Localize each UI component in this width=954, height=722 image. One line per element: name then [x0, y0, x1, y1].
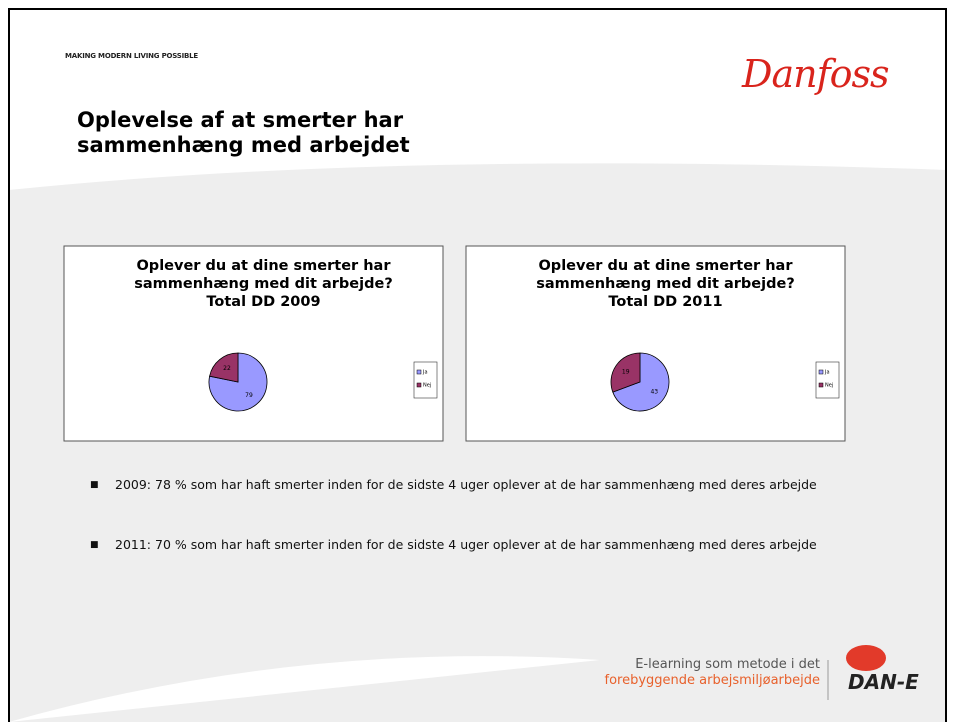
- legend-label: Nej: [825, 383, 833, 389]
- bullet-text: 2009: 78 % som har haft smerter inden fo…: [115, 477, 817, 492]
- tagline: MAKING MODERN LIVING POSSIBLE: [65, 52, 199, 60]
- legend-frame: [815, 361, 840, 399]
- logo: Danfoss: [742, 52, 890, 96]
- footer-line: E-learning som metode i det: [635, 657, 820, 672]
- pie-slice: [610, 352, 641, 393]
- pie-slice: [612, 352, 670, 412]
- legend-swatch: [416, 382, 422, 388]
- footer-line: forebyggende arbejsmiljøarbejde: [604, 673, 820, 688]
- bullet: ■ 2011: 70 % som har haft smerter inden f…: [90, 538, 830, 552]
- bullet-text: 2011: 70 % som har haft smerter inden fo…: [115, 537, 817, 552]
- legend-label: Ja: [824, 370, 830, 376]
- pie-slice: [209, 352, 239, 383]
- slide-title: Oplevelse af at smerter har sammenhæng m…: [77, 108, 410, 157]
- chart-frame: [63, 245, 444, 442]
- data-label: 43: [650, 388, 658, 395]
- chart-title: Total DD 2011: [608, 294, 722, 310]
- brand-mascot: [846, 645, 886, 671]
- legend-swatch: [818, 382, 824, 388]
- brand: DAN-E: [848, 670, 919, 694]
- legend-label: Nej: [423, 383, 431, 389]
- chart-title: Total DD 2009: [206, 294, 320, 310]
- data-label: 79: [245, 392, 253, 399]
- charts: Oplever du at dine smerter har sammenhæng…: [63, 245, 846, 442]
- chart-title: sammenhæng med dit arbejde?: [134, 276, 393, 292]
- bullet: ■ 2009: 78 % som har haft smerter inden f…: [90, 478, 830, 492]
- chart-title: Oplever du at dine smerter har: [538, 258, 793, 274]
- legend-frame: [413, 361, 438, 399]
- chart-title: Oplever du at dine smerter har: [136, 258, 391, 274]
- data-label: 19: [622, 369, 630, 376]
- chart-title: sammenhæng med dit arbejde?: [536, 276, 795, 292]
- slide-frame: [8, 8, 947, 722]
- background-swoosh-bottom: [9, 656, 600, 722]
- legend-swatch: [818, 369, 824, 375]
- legend-swatch: [416, 369, 422, 375]
- legend-label: Ja: [422, 370, 428, 376]
- chart-frame: [465, 245, 846, 442]
- data-label: 22: [223, 365, 231, 372]
